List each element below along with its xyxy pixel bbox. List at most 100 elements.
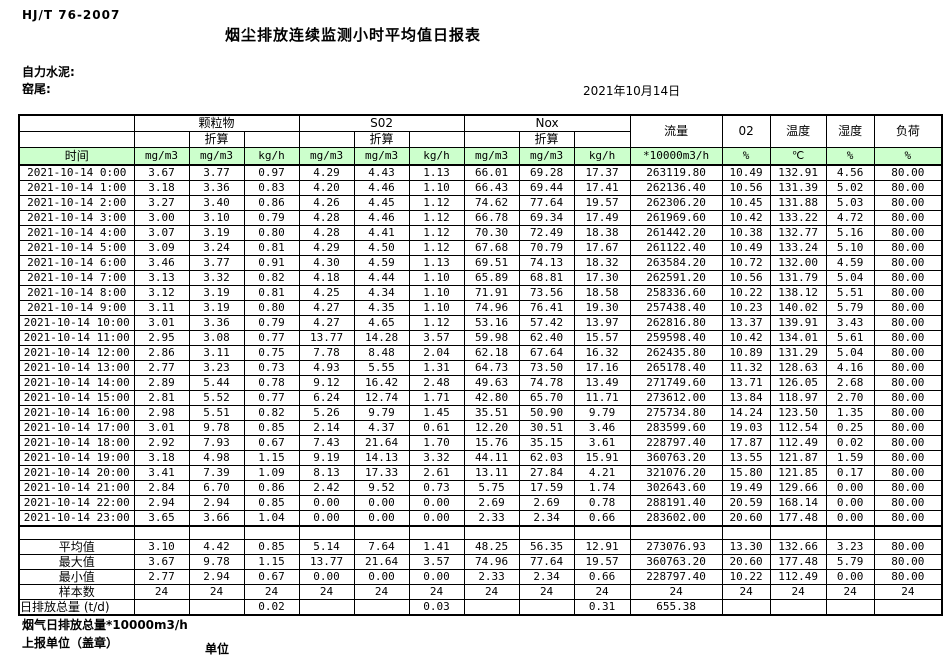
header-time: 时间 [18, 147, 135, 166]
monitoring-table: 颗粒物 S02 Nox 流量 02 温度 湿度 负荷 折算 折算 折算 [18, 114, 944, 616]
value-cell: 69.51 [463, 255, 520, 271]
value-cell: 0.00 [353, 495, 410, 511]
header-blank [18, 114, 135, 132]
data-row: 2021-10-14 18:00 2.92 7.93 0.67 7.43 21.64 1.7… [18, 435, 943, 451]
value-cell: 4.72 [825, 210, 875, 226]
value-cell: 10.49 [721, 164, 771, 181]
value-cell: 1.13 [408, 164, 465, 181]
value-cell: 2.95 [133, 330, 190, 346]
value-cell: 3.61 [573, 435, 631, 451]
value-cell: 76.41 [518, 300, 575, 316]
value-cell: 3.00 [133, 210, 190, 226]
time-cell: 2021-10-14 8:00 [18, 285, 135, 301]
value-cell: 2.61 [408, 465, 465, 481]
summary-value-cell: 1.41 [408, 539, 465, 555]
value-cell: 0.81 [243, 240, 300, 256]
summary-value-cell: 0.85 [243, 539, 300, 555]
summary-value-cell [353, 599, 410, 616]
value-cell: 80.00 [873, 390, 943, 406]
value-cell: 10.89 [721, 345, 771, 361]
header-converted: 折算 [353, 131, 410, 148]
value-cell: 80.00 [873, 450, 943, 466]
value-cell: 57.42 [518, 315, 575, 331]
value-cell: 5.55 [353, 360, 410, 376]
group-so2: S02 [298, 114, 465, 132]
value-cell: 17.87 [721, 435, 771, 451]
value-cell: 126.05 [769, 375, 827, 391]
empty-cell [573, 525, 631, 540]
value-cell: 5.02 [825, 180, 875, 196]
data-row: 2021-10-14 11:00 2.95 3.08 0.77 13.77 14.28 3.… [18, 330, 943, 346]
value-cell: 2.04 [408, 345, 465, 361]
footer-unit: 单位 [205, 642, 230, 656]
value-cell: 3.19 [188, 300, 245, 316]
value-cell: 2.92 [133, 435, 190, 451]
time-cell: 2021-10-14 11:00 [18, 330, 135, 346]
value-cell: 3.23 [188, 360, 245, 376]
value-cell: 3.77 [188, 164, 245, 181]
header-load: 负荷 [873, 114, 943, 148]
value-cell: 1.10 [408, 270, 465, 286]
value-cell: 0.00 [825, 480, 875, 496]
summary-value-cell: 48.25 [463, 539, 520, 555]
empty-cell [298, 525, 355, 540]
value-cell: 5.10 [825, 240, 875, 256]
value-cell: 3.36 [188, 180, 245, 196]
summary-value-cell: 24 [353, 584, 410, 600]
value-cell: 0.82 [243, 270, 300, 286]
value-cell: 4.25 [298, 285, 355, 301]
header-converted: 折算 [518, 131, 575, 148]
empty-cell [518, 525, 575, 540]
value-cell: 80.00 [873, 375, 943, 391]
value-cell: 69.28 [518, 164, 575, 181]
summary-value-cell: 13.30 [721, 539, 771, 555]
time-cell: 2021-10-14 7:00 [18, 270, 135, 286]
value-cell: 3.46 [133, 255, 190, 271]
value-cell: 262306.20 [629, 195, 723, 211]
value-cell: 6.24 [298, 390, 355, 406]
value-cell: 118.97 [769, 390, 827, 406]
time-cell: 2021-10-14 9:00 [18, 300, 135, 316]
value-cell: 177.48 [769, 510, 827, 527]
value-cell: 35.51 [463, 405, 520, 421]
value-cell: 2.89 [133, 375, 190, 391]
value-cell: 5.04 [825, 345, 875, 361]
value-cell: 0.78 [573, 495, 631, 511]
value-cell: 3.13 [133, 270, 190, 286]
summary-row: 样本数 24 24 24 24 24 24 24 24 24 24 24 24 24 24 [18, 584, 943, 600]
value-cell: 168.14 [769, 495, 827, 511]
value-cell: 74.78 [518, 375, 575, 391]
summary-value-cell: 0.00 [408, 569, 465, 585]
value-cell: 0.66 [573, 510, 631, 527]
summary-value-cell: 112.49 [769, 569, 827, 585]
value-cell: 283602.00 [629, 510, 723, 527]
value-cell: 0.80 [243, 225, 300, 241]
value-cell: 3.08 [188, 330, 245, 346]
value-cell: 4.41 [353, 225, 410, 241]
value-cell: 271749.60 [629, 375, 723, 391]
value-cell: 13.55 [721, 450, 771, 466]
value-cell: 1.10 [408, 285, 465, 301]
group-particulate: 颗粒物 [133, 114, 300, 132]
summary-value-cell: 0.66 [573, 569, 631, 585]
value-cell: 0.00 [825, 510, 875, 527]
value-cell: 0.00 [298, 510, 355, 527]
value-cell: 0.00 [353, 510, 410, 527]
unit-cell: % [825, 147, 875, 166]
value-cell: 265178.40 [629, 360, 723, 376]
header-converted: 折算 [188, 131, 245, 148]
summary-value-cell: 24 [463, 584, 520, 600]
summary-value-cell: 24 [825, 584, 875, 600]
header-blank [298, 131, 355, 148]
header-temperature: 温度 [769, 114, 827, 148]
header-blank [18, 131, 135, 148]
location-label: 窑尾: [22, 82, 51, 96]
value-cell: 7.43 [298, 435, 355, 451]
value-cell: 262136.40 [629, 180, 723, 196]
value-cell: 1.35 [825, 405, 875, 421]
summary-value-cell: 24 [188, 584, 245, 600]
value-cell: 112.49 [769, 435, 827, 451]
value-cell: 5.51 [188, 405, 245, 421]
unit-cell: % [721, 147, 771, 166]
summary-value-cell: 21.64 [353, 554, 410, 570]
